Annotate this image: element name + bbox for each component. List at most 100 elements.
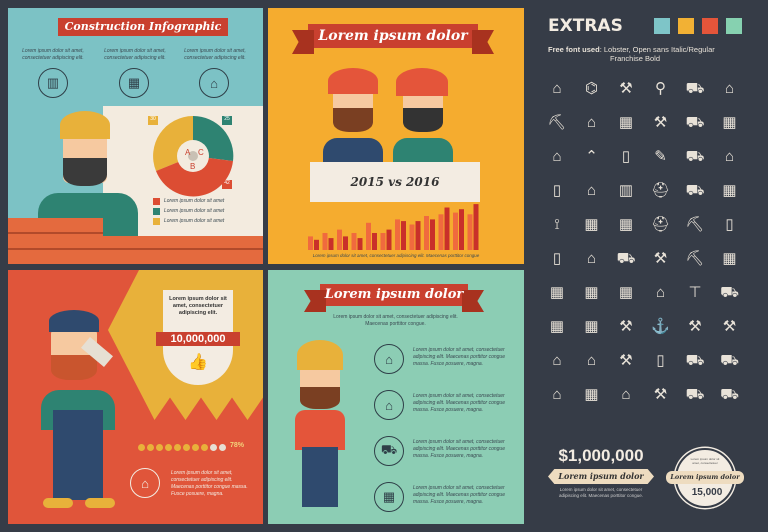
chart-legend: Lorem ipsum dolor sit amet Lorem ipsum d… [153,196,224,226]
bar [337,229,342,250]
construction-icon: ▦ [618,114,634,131]
bar [343,236,348,250]
worker-figure [393,68,453,168]
bar [372,233,377,250]
construction-icon: ▦ [584,318,599,335]
building-icon: ▦ [119,68,149,98]
construction-icon: ⛟ [685,182,705,199]
construction-icon: ⛑ [650,216,671,233]
bar [430,219,435,250]
construction-icon: ⚒ [619,318,633,335]
construction-icon: ⌂ [586,114,597,131]
construction-icon: ▥ [618,182,634,199]
progress-dot [147,444,154,451]
construction-icon: ⌂ [724,80,735,97]
construction-icon: ▦ [549,318,565,335]
bar [453,212,458,250]
construction-icon: ⌂ [586,352,597,369]
construction-icon: ⛏ [547,114,567,131]
money-label: Lorem ipsum dolor [548,469,654,484]
item-text: Lorem ipsum dolor sit amet, consectetuer… [413,347,505,367]
money-value: $1,000,000 [558,446,644,465]
bar-chart [308,204,479,250]
progress-dot [156,444,163,451]
panel-construction: Construction Infographic Lorem ipsum dol… [8,8,263,264]
construction-icon: ⌃ [585,148,598,165]
house-building-icon: ▥ [38,68,68,98]
legend-item: Lorem ipsum dolor sit amet [164,217,225,224]
bar [380,233,386,250]
wheelbarrow-icon: ⛟ [374,436,404,466]
font-note: Free font used: Lobster, Open sans Itali… [548,45,748,63]
construction-icon: ▦ [722,114,737,131]
bar [314,239,319,250]
bar [467,214,473,250]
item-text: Lorem ipsum dolor sit amet, consectetuer… [413,485,505,505]
color-swatch [702,18,718,34]
thumbs-up-icon: 👍 [188,354,208,371]
bar [351,233,357,250]
construction-icon: ⚒ [619,80,633,97]
construction-icon: ▦ [722,182,737,199]
construction-icon: ▯ [656,352,665,369]
bar [473,204,479,250]
construction-icon: ⚒ [619,352,633,369]
construction-icon: ▯ [552,250,562,267]
bar [438,214,444,250]
panel-painter: Lorem ipsum dolor sit amet, consectetuer… [8,270,263,524]
bar [424,216,429,250]
house-paint-icon: ⌂ [374,390,404,420]
construction-icon: ⛟ [720,284,739,301]
bar [444,207,450,250]
chart-caption: Lorem ipsum dolor sit amet, consectetuer… [312,253,480,258]
progress-dots [138,444,226,451]
extras-panel: EXTRAS Free font used: Lobster, Open san… [532,8,760,524]
worker-figure [290,335,350,515]
bar [386,229,392,250]
construction-icon: ⊤ [688,284,702,301]
svg-text:A: A [185,148,191,157]
construction-icon: ▦ [618,284,634,301]
panel-services: Lorem ipsum dolor Lorem ipsum dolor sit … [268,270,524,524]
construction-icon: ⛟ [685,386,705,403]
title-ribbon: Lorem ipsum dolor [308,24,478,48]
progress-dot [165,444,172,451]
construction-icon: ⌂ [621,386,631,403]
progress-dot [174,444,181,451]
construction-icon: ⟟ [554,216,560,233]
house-worker-icon: ⌂ [374,344,404,374]
construction-icon: ▦ [584,284,599,301]
construction-icon: ⛑ [650,182,671,199]
caption-1: Lorem ipsum dolor sit amet, consectetuer… [22,48,84,61]
progress-dot [210,444,217,451]
construction-icon: ▦ [618,216,634,233]
construction-icon: ⛟ [616,250,636,267]
caption-2: Lorem ipsum dolor sit amet, consectetuer… [104,48,166,61]
construction-icon: ⌂ [655,284,666,301]
construction-icon: ▦ [549,284,565,301]
color-swatch [678,18,694,34]
construction-icon: ⚓ [651,318,670,335]
worker-figure [323,68,383,168]
svg-text:B: B [190,162,195,171]
construction-icon: ⛟ [685,80,705,97]
construction-icon: ⌂ [552,352,562,369]
count-ribbon: 10,000,000 [156,332,240,346]
progress-label: 78% [230,442,245,449]
legend-item: Lorem ipsum dolor sit amet [164,207,225,214]
value-a: 30 [148,116,158,125]
construction-icon: ▦ [722,250,737,267]
bar [459,209,464,250]
construction-icon: ⛟ [685,148,705,165]
value-c: 25 [222,116,232,125]
construction-icon: ⌂ [586,182,597,199]
gear-segment-b [156,156,233,197]
gear-chart: A CB [153,115,234,197]
construction-icon: ⚒ [722,318,737,335]
bar [308,236,313,250]
construction-icon: ⛏ [685,216,705,233]
font-label: Free font used [548,45,600,54]
font-text: : Lobster, Open sans Italic/Regular [599,45,715,54]
construction-icon: ⌂ [552,386,562,403]
progress-dot [138,444,145,451]
